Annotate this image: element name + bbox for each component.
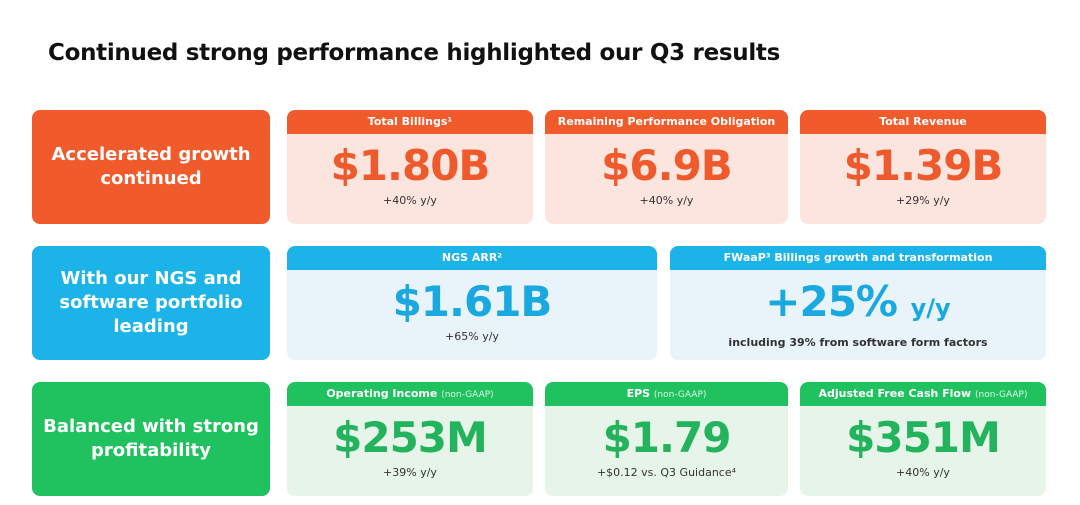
card-value: $6.9B bbox=[601, 141, 733, 190]
card-sub: +65% y/y bbox=[445, 330, 499, 343]
card-sub: +40% y/y bbox=[639, 194, 694, 207]
card-sub: +$0.12 vs. Q3 Guidance⁴ bbox=[596, 466, 737, 479]
header-text: Adjusted Free Cash Flow bbox=[818, 387, 972, 400]
card-value: $1.80B bbox=[330, 141, 491, 190]
metric-card-operating-income: Operating Income (non-GAAP) $253M +39% y… bbox=[287, 382, 533, 496]
value-number: +25% bbox=[765, 277, 898, 326]
metric-card-fwaap: FWaaP³ Billings growth and transformatio… bbox=[670, 246, 1046, 360]
metric-card-eps: EPS (non-GAAP) $1.79 +$0.12 vs. Q3 Guida… bbox=[545, 382, 788, 496]
row-growth: Accelerated growth continued Total Billi… bbox=[32, 110, 1046, 224]
card-value: +25% y/y bbox=[670, 276, 1046, 334]
card-sub: including 39% from software form factors bbox=[728, 336, 988, 349]
card-header: NGS ARR² bbox=[287, 246, 657, 270]
row-label: With our NGS and software portfolio lead… bbox=[32, 246, 270, 360]
card-header: Total Billings¹ bbox=[287, 110, 533, 134]
row-ngs: With our NGS and software portfolio lead… bbox=[32, 246, 1046, 360]
card-header: EPS (non-GAAP) bbox=[545, 382, 788, 406]
card-sub: +39% y/y bbox=[383, 466, 437, 479]
header-text: EPS bbox=[626, 387, 651, 400]
value-unit: y/y bbox=[910, 294, 951, 322]
header-text: Operating Income bbox=[326, 387, 438, 400]
card-header: Remaining Performance Obligation bbox=[545, 110, 788, 134]
card-header: Adjusted Free Cash Flow (non-GAAP) bbox=[800, 382, 1046, 406]
card-value: $1.79 bbox=[602, 413, 732, 462]
page-title: Continued strong performance highlighted… bbox=[48, 40, 781, 66]
header-qualifier: (non-GAAP) bbox=[975, 390, 1028, 400]
card-header: Operating Income (non-GAAP) bbox=[287, 382, 533, 406]
card-value: $253M bbox=[333, 413, 488, 462]
card-value: $351M bbox=[846, 413, 1001, 462]
row-profitability: Balanced with strong profitability Opera… bbox=[32, 382, 1046, 496]
card-value: $1.61B bbox=[392, 277, 553, 326]
card-sub: +29% y/y bbox=[896, 194, 950, 207]
card-sub: +40% y/y bbox=[383, 194, 437, 207]
header-qualifier: (non-GAAP) bbox=[653, 390, 707, 400]
metric-card-free-cash-flow: Adjusted Free Cash Flow (non-GAAP) $351M… bbox=[800, 382, 1046, 496]
metric-card-total-revenue: Total Revenue $1.39B +29% y/y bbox=[800, 110, 1046, 224]
card-value: $1.39B bbox=[843, 141, 1004, 190]
row-label: Balanced with strong profitability bbox=[32, 382, 270, 496]
card-sub: +40% y/y bbox=[896, 466, 950, 479]
metric-card-ngs-arr: NGS ARR² $1.61B +65% y/y bbox=[287, 246, 657, 360]
row-label: Accelerated growth continued bbox=[32, 110, 270, 224]
card-header: Total Revenue bbox=[800, 110, 1046, 134]
header-qualifier: (non-GAAP) bbox=[441, 390, 494, 400]
metric-card-total-billings: Total Billings¹ $1.80B +40% y/y bbox=[287, 110, 533, 224]
card-header: FWaaP³ Billings growth and transformatio… bbox=[670, 246, 1046, 270]
metric-card-rpo: Remaining Performance Obligation $6.9B +… bbox=[545, 110, 788, 224]
